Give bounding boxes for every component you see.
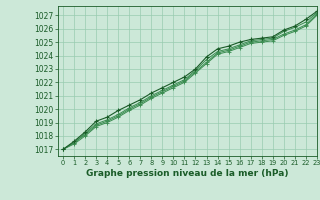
X-axis label: Graphe pression niveau de la mer (hPa): Graphe pression niveau de la mer (hPa) — [86, 169, 288, 178]
